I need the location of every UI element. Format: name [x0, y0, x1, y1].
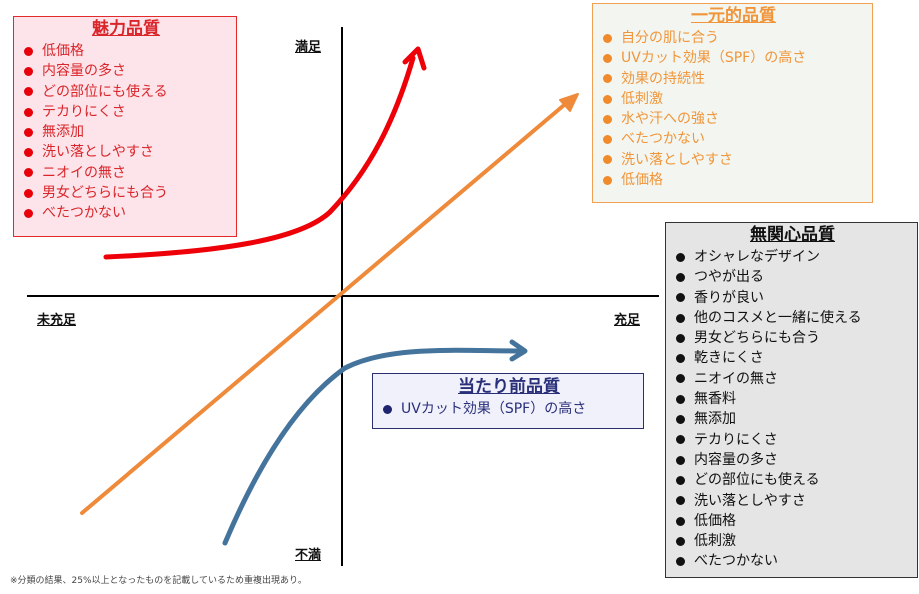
must-be-quality-list: UVカット効果（SPF）の高さ: [383, 399, 635, 419]
bullet-icon: [603, 94, 612, 104]
list-item: べたつかない: [24, 203, 228, 223]
bullet-icon: [24, 127, 33, 137]
bullet-icon: [676, 374, 685, 384]
list-item: テカりにくさ: [676, 430, 909, 450]
list-item: ニオイの無さ: [676, 369, 909, 389]
bullet-icon: [676, 557, 685, 567]
axis-label-unfulfilled: 未充足: [37, 313, 77, 328]
bullet-icon: [676, 516, 685, 526]
must-be-quality-box: 当たり前品質 UVカット効果（SPF）の高さ: [372, 373, 644, 429]
list-item: 低刺激: [676, 531, 909, 551]
list-item: 内容量の多さ: [676, 450, 909, 470]
bullet-icon: [603, 175, 612, 185]
list-item: 低価格: [24, 41, 228, 61]
bullet-icon: [676, 354, 685, 364]
axis-label-satisfied: 満足: [295, 40, 322, 55]
attractive-quality-title: 魅力品質: [92, 19, 160, 39]
list-item: 無添加: [676, 409, 909, 429]
bullet-icon: [676, 435, 685, 445]
list-item: 男女どちらにも合う: [24, 183, 228, 203]
bullet-icon: [24, 107, 33, 117]
one-dimensional-quality-list: 自分の肌に合う UVカット効果（SPF）の高さ 効果の持続性 低刺激 水や汗への…: [603, 28, 864, 190]
list-item: 無添加: [24, 122, 228, 142]
list-item: 男女どちらにも合う: [676, 328, 909, 348]
bullet-icon: [24, 188, 33, 198]
list-item: 香りが良い: [676, 288, 909, 308]
list-item: オシャレなデザイン: [676, 247, 909, 267]
list-item: テカりにくさ: [24, 102, 228, 122]
bullet-icon: [24, 209, 33, 219]
bullet-icon: [24, 168, 33, 178]
bullet-icon: [24, 148, 33, 158]
list-item: UVカット効果（SPF）の高さ: [603, 48, 864, 68]
axis-label-fulfilled: 充足: [614, 313, 641, 328]
one-dimensional-quality-box: 一元的品質 自分の肌に合う UVカット効果（SPF）の高さ 効果の持続性 低刺激…: [592, 3, 873, 203]
bullet-icon: [676, 394, 685, 404]
list-item: べたつかない: [603, 129, 864, 149]
list-item: どの部位にも使える: [24, 82, 228, 102]
bullet-icon: [603, 33, 612, 43]
bullet-icon: [676, 293, 685, 303]
bullet-icon: [24, 66, 33, 76]
list-item: 水や汗への強さ: [603, 109, 864, 129]
list-item: どの部位にも使える: [676, 470, 909, 490]
list-item: つやが出る: [676, 267, 909, 287]
attractive-quality-box: 魅力品質 低価格 内容量の多さ どの部位にも使える テカりにくさ 無添加 洗い落…: [13, 16, 237, 237]
list-item: 洗い落としやすさ: [603, 150, 864, 170]
must-be-arrow: [222, 339, 528, 546]
bullet-icon: [603, 135, 612, 145]
bullet-icon: [676, 272, 685, 282]
list-item: 低価格: [603, 170, 864, 190]
bullet-icon: [603, 155, 612, 165]
bullet-icon: [24, 87, 33, 97]
bullet-icon: [676, 475, 685, 485]
bullet-icon: [24, 46, 33, 56]
attractive-quality-list: 低価格 内容量の多さ どの部位にも使える テカりにくさ 無添加 洗い落としやすさ…: [24, 41, 228, 224]
bullet-icon: [676, 333, 685, 343]
bullet-icon: [676, 496, 685, 506]
list-item: 効果の持続性: [603, 69, 864, 89]
footnote: ※分類の結果、25%以上となったものを記載しているため重複出現あり。: [10, 576, 307, 586]
list-item: 低刺激: [603, 89, 864, 109]
bullet-icon: [676, 415, 685, 425]
list-item: 低価格: [676, 511, 909, 531]
bullet-icon: [603, 114, 612, 124]
must-be-quality-title: 当たり前品質: [458, 377, 560, 397]
list-item: 他のコスメと一緒に使える: [676, 308, 909, 328]
indifferent-quality-title: 無関心品質: [750, 225, 835, 245]
bullet-icon: [676, 455, 685, 465]
indifferent-quality-box: 無関心品質 オシャレなデザイン つやが出る 香りが良い 他のコスメと一緒に使える…: [665, 222, 918, 578]
list-item: ニオイの無さ: [24, 163, 228, 183]
bullet-icon: [676, 313, 685, 323]
list-item: 自分の肌に合う: [603, 28, 864, 48]
one-dimensional-arrow: [80, 93, 579, 515]
bullet-icon: [603, 74, 612, 84]
list-item: 洗い落としやすさ: [24, 142, 228, 162]
bullet-icon: [603, 53, 612, 63]
bullet-icon: [383, 404, 392, 414]
list-item: 洗い落としやすさ: [676, 491, 909, 511]
list-item: べたつかない: [676, 551, 909, 571]
one-dimensional-quality-title: 一元的品質: [691, 6, 776, 26]
attractive-arrow: [103, 46, 427, 260]
list-item: 乾きにくさ: [676, 348, 909, 368]
axis-label-dissatisfied: 不満: [295, 548, 322, 563]
list-item: 無香料: [676, 389, 909, 409]
bullet-icon: [676, 252, 685, 262]
list-item: UVカット効果（SPF）の高さ: [383, 399, 635, 419]
list-item: 内容量の多さ: [24, 61, 228, 81]
indifferent-quality-list: オシャレなデザイン つやが出る 香りが良い 他のコスメと一緒に使える 男女どちら…: [676, 247, 909, 572]
bullet-icon: [676, 536, 685, 546]
